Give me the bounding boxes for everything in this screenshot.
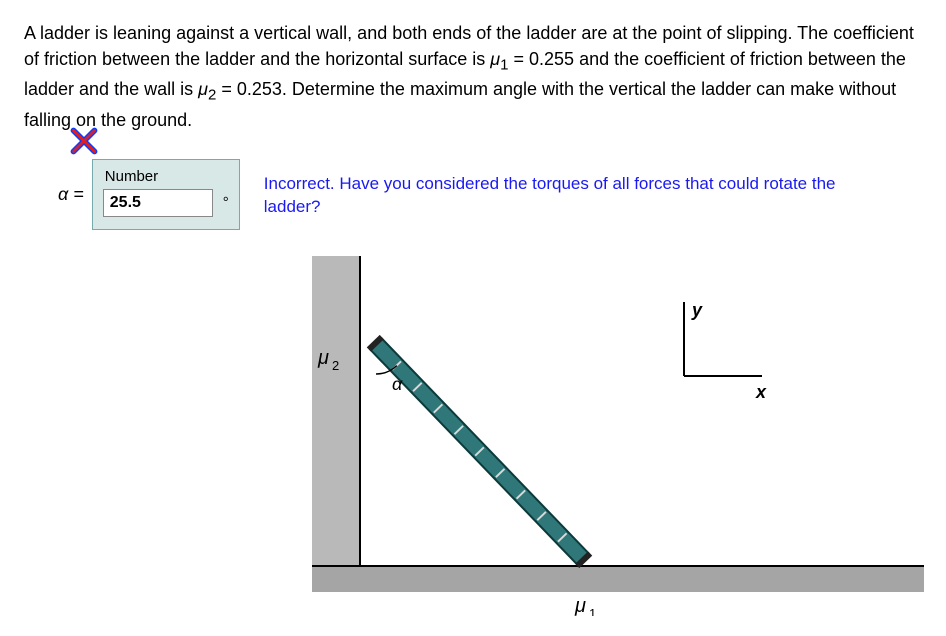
answer-box: α = Number ° — [58, 159, 240, 230]
incorrect-x-icon — [70, 127, 98, 155]
mu1-val: = 0.255 — [509, 49, 575, 69]
svg-text:2: 2 — [332, 358, 339, 373]
svg-text:μ: μ — [317, 347, 329, 369]
svg-text:y: y — [691, 300, 703, 320]
units-symbol: ° — [223, 194, 229, 211]
svg-text:α: α — [392, 374, 403, 394]
alpha-label: α = — [58, 184, 84, 205]
mu2-sym: μ — [198, 79, 208, 99]
number-label: Number — [105, 168, 229, 185]
answer-row: α = Number ° Incorrect. Have you conside… — [24, 159, 922, 230]
mu1-sym: μ — [490, 49, 500, 69]
mu1-sub: 1 — [500, 57, 508, 74]
answer-panel: Number ° — [92, 159, 240, 230]
svg-text:1: 1 — [589, 606, 596, 616]
svg-text:x: x — [755, 382, 767, 402]
mu2-val: = 0.253 — [216, 79, 282, 99]
feedback-text: Incorrect. Have you considered the torqu… — [264, 173, 884, 219]
svg-text:μ: μ — [574, 595, 586, 616]
answer-input[interactable] — [103, 189, 213, 217]
ladder-figure: αμ2μ1yx — [294, 256, 924, 616]
problem-text: A ladder is leaning against a vertical w… — [24, 20, 922, 133]
